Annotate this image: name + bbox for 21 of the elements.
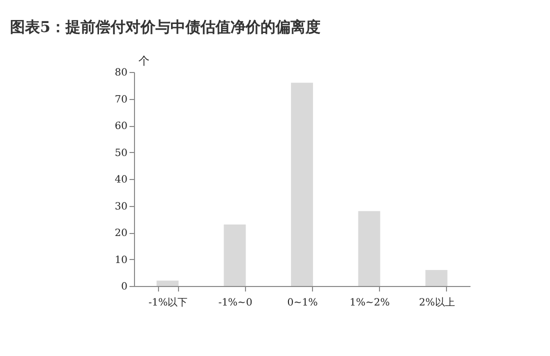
x-tick-label: 2%以上 bbox=[418, 296, 455, 308]
y-tick-label: 30 bbox=[114, 201, 128, 212]
y-tick-label: 70 bbox=[114, 94, 128, 106]
bar bbox=[358, 211, 380, 286]
y-tick-label: 0 bbox=[121, 282, 128, 292]
bar bbox=[425, 270, 448, 286]
bar bbox=[156, 280, 179, 286]
y-tick-label: 10 bbox=[114, 254, 128, 266]
y-axis-title: 个 bbox=[138, 54, 150, 68]
x-tick-label: 1%~2% bbox=[350, 298, 390, 308]
y-tick-label: 80 bbox=[114, 68, 128, 78]
y-tick-label: 40 bbox=[114, 174, 128, 186]
y-tick-label: 60 bbox=[114, 121, 128, 132]
y-tick-label: 50 bbox=[114, 148, 128, 159]
x-tick-label: -1%以下 bbox=[148, 296, 188, 308]
chart-title: 图表5：提前偿付对价与中债估值净价的偏离度 bbox=[10, 18, 320, 36]
y-tick-label: 20 bbox=[114, 228, 128, 239]
x-tick-label: -1%~0 bbox=[218, 298, 252, 308]
x-tick-label: 0~1% bbox=[287, 298, 318, 308]
bar bbox=[224, 224, 246, 286]
bar bbox=[291, 82, 313, 286]
